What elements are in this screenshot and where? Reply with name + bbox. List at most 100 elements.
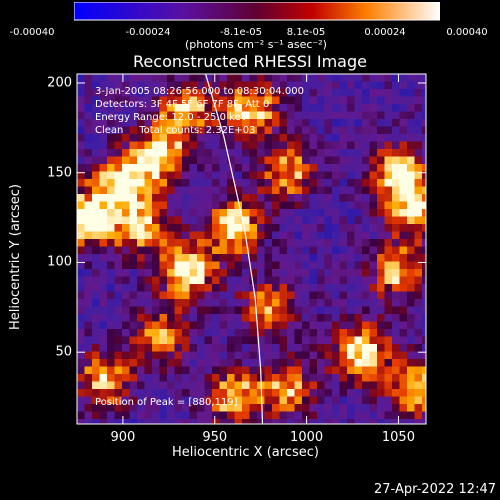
heatmap-cell bbox=[264, 404, 273, 412]
heatmap-cell bbox=[212, 374, 220, 382]
heatmap-cell bbox=[167, 119, 175, 127]
heatmap-cell bbox=[249, 329, 258, 337]
heatmap-cell bbox=[77, 411, 85, 420]
heatmap-cell bbox=[144, 141, 153, 150]
heatmap-cell bbox=[279, 269, 288, 277]
heatmap-cell bbox=[114, 126, 123, 135]
heatmap-cell bbox=[129, 336, 138, 345]
heatmap-cell bbox=[122, 126, 130, 135]
x-tick-label: 1050 bbox=[381, 430, 415, 445]
heatmap-cell bbox=[302, 104, 310, 112]
heatmap-cell bbox=[234, 209, 243, 217]
heatmap-cell bbox=[219, 186, 228, 195]
heatmap-cell bbox=[407, 171, 415, 180]
heatmap-cell bbox=[257, 134, 265, 142]
heatmap-cell bbox=[197, 156, 205, 165]
heatmap-cell bbox=[362, 291, 370, 300]
heatmap-cell bbox=[159, 404, 168, 412]
heatmap-cell bbox=[354, 246, 363, 255]
heatmap-cell bbox=[362, 314, 370, 322]
heatmap-cell bbox=[347, 119, 355, 127]
heatmap-cell bbox=[324, 261, 333, 270]
heatmap-cell bbox=[339, 366, 348, 375]
heatmap-cell bbox=[249, 224, 258, 232]
heatmap-cell bbox=[392, 126, 400, 135]
heatmap-cell bbox=[279, 366, 288, 375]
heatmap-cell bbox=[294, 126, 303, 135]
heatmap-cell bbox=[249, 351, 258, 360]
heatmap-cell bbox=[407, 254, 415, 262]
heatmap-cell bbox=[114, 389, 123, 397]
heatmap-cell bbox=[362, 404, 370, 412]
heatmap-cell bbox=[152, 261, 160, 270]
heatmap-cell bbox=[384, 336, 393, 345]
heatmap-cell bbox=[92, 299, 100, 307]
heatmap-cell bbox=[324, 96, 333, 105]
heatmap-cell bbox=[279, 81, 288, 90]
heatmap-cell bbox=[99, 336, 108, 345]
heatmap-cell bbox=[92, 119, 100, 127]
heatmap-cell bbox=[317, 359, 325, 367]
heatmap-cell bbox=[84, 194, 93, 202]
heatmap-cell bbox=[422, 306, 426, 315]
heatmap-cell bbox=[152, 254, 160, 262]
heatmap-cell bbox=[159, 224, 168, 232]
heatmap-cell bbox=[332, 419, 340, 424]
heatmap-cell bbox=[362, 299, 370, 307]
heatmap-cell bbox=[242, 404, 250, 412]
heatmap-cell bbox=[137, 141, 145, 150]
heatmap-cell bbox=[122, 404, 130, 412]
heatmap-cell bbox=[84, 216, 93, 225]
heatmap-cell bbox=[242, 111, 250, 120]
heatmap-cell bbox=[92, 336, 100, 345]
heatmap-cell bbox=[189, 224, 198, 232]
heatmap-cell bbox=[114, 396, 123, 405]
heatmap-cell bbox=[137, 194, 145, 202]
heatmap-cell bbox=[264, 216, 273, 225]
heatmap-cell bbox=[317, 261, 325, 270]
heatmap-cell bbox=[309, 126, 318, 135]
heatmap-cell bbox=[219, 231, 228, 240]
heatmap-cell bbox=[174, 336, 183, 345]
heatmap-cell bbox=[174, 381, 183, 390]
heatmap-cell bbox=[279, 119, 288, 127]
heatmap-cell bbox=[279, 299, 288, 307]
heatmap-cell bbox=[294, 336, 303, 345]
heatmap-cell bbox=[77, 179, 85, 187]
heatmap-cell bbox=[152, 171, 160, 180]
heatmap-cell bbox=[324, 344, 333, 352]
heatmap-cell bbox=[122, 299, 130, 307]
heatmap-cell bbox=[257, 96, 265, 105]
heatmap-cell bbox=[279, 186, 288, 195]
heatmap-cell bbox=[362, 209, 370, 217]
heatmap-cell bbox=[99, 96, 108, 105]
heatmap-cell bbox=[99, 134, 108, 142]
heatmap-cell bbox=[264, 179, 273, 187]
heatmap-cell bbox=[137, 231, 145, 240]
heatmap-cell bbox=[137, 179, 145, 187]
heatmap-cell bbox=[204, 359, 213, 367]
heatmap-cell bbox=[129, 389, 138, 397]
heatmap-cell bbox=[114, 351, 123, 360]
heatmap-cell bbox=[422, 374, 426, 382]
heatmap-cell bbox=[414, 74, 423, 82]
heatmap-cell bbox=[167, 156, 175, 165]
heatmap-cell bbox=[167, 299, 175, 307]
heatmap-cell bbox=[234, 329, 243, 337]
heatmap-cell bbox=[152, 351, 160, 360]
heatmap-cell bbox=[242, 291, 250, 300]
heatmap-cell bbox=[249, 104, 258, 112]
heatmap-cell bbox=[362, 269, 370, 277]
heatmap-cell bbox=[77, 276, 85, 285]
heatmap-cell bbox=[354, 224, 363, 232]
heatmap-cell bbox=[204, 404, 213, 412]
heatmap-cell bbox=[167, 284, 175, 292]
heatmap-cell bbox=[234, 344, 243, 352]
heatmap-cell bbox=[144, 404, 153, 412]
heatmap-cell bbox=[369, 389, 378, 397]
heatmap-cell bbox=[129, 231, 138, 240]
heatmap-cell bbox=[212, 321, 220, 330]
heatmap-cell bbox=[204, 374, 213, 382]
heatmap-cell bbox=[77, 291, 85, 300]
heatmap-cell bbox=[189, 419, 198, 424]
